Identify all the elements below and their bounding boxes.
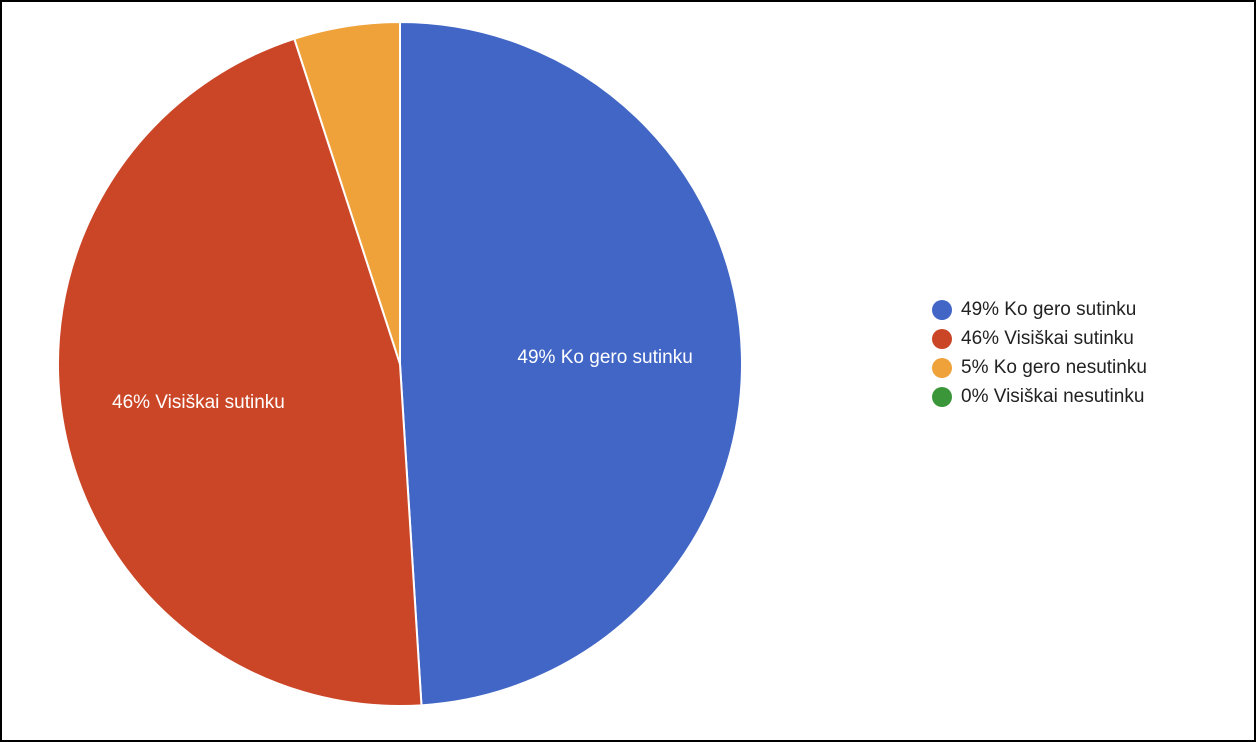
legend-label: 0% Visiškai nesutinku [961,385,1145,407]
pie-slice[interactable] [293,20,401,365]
legend-swatch [932,328,952,349]
legend-item[interactable]: 5% Ko gero nesutinku [932,353,1147,382]
legend-item[interactable]: 46% Visiškai sutinku [932,324,1147,353]
legend-swatch [932,299,952,320]
legend-swatch [932,386,952,407]
pie-slice[interactable] [57,37,423,707]
legend-item[interactable]: 49% Ko gero sutinku [932,295,1147,324]
legend-item[interactable]: 0% Visiškai nesutinku [932,382,1147,411]
slice-data-label: 46% Visiškai sutinku [112,392,285,413]
legend-swatch [932,357,952,378]
legend-label: 5% Ko gero nesutinku [961,356,1147,378]
pie-slice[interactable] [399,20,743,707]
chart-legend: 49% Ko gero sutinku 46% Visiškai sutinku… [932,295,1147,411]
slice-data-label: 49% Ko gero sutinku [517,347,692,368]
legend-label: 49% Ko gero sutinku [961,298,1137,320]
legend-label: 46% Visiškai sutinku [961,327,1134,349]
